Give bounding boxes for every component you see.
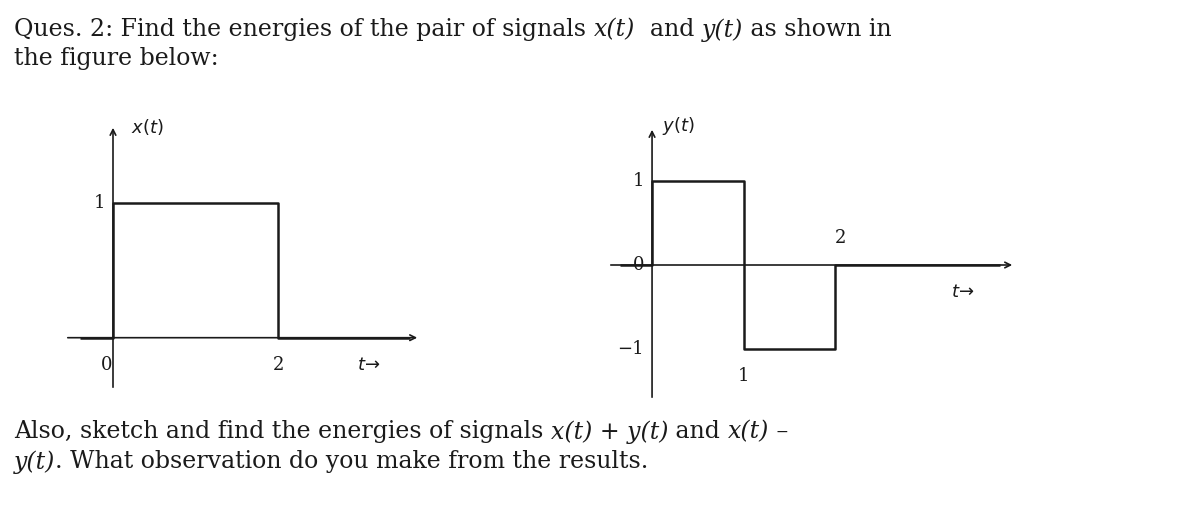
Text: 1: 1 <box>632 172 644 190</box>
Text: y(t): y(t) <box>14 450 55 474</box>
Text: –: – <box>769 420 788 443</box>
Text: and: and <box>635 18 702 41</box>
Text: −1: −1 <box>618 340 644 358</box>
Text: the figure below:: the figure below: <box>14 47 218 70</box>
Text: Also, sketch and find the energies of signals: Also, sketch and find the energies of si… <box>14 420 551 443</box>
Text: 2: 2 <box>834 229 846 247</box>
Text: x(t): x(t) <box>594 18 635 41</box>
Text: 0: 0 <box>632 256 644 274</box>
Text: x(t) + y(t): x(t) + y(t) <box>551 420 668 443</box>
Text: x(t): x(t) <box>727 420 769 443</box>
Text: 0: 0 <box>101 356 113 373</box>
Text: 2: 2 <box>272 356 283 373</box>
Text: . What observation do you make from the results.: . What observation do you make from the … <box>55 450 649 473</box>
Text: and: and <box>668 420 727 443</box>
Text: as shown in: as shown in <box>743 18 892 41</box>
Text: 1: 1 <box>94 194 106 211</box>
Text: $y(t)$: $y(t)$ <box>662 115 695 137</box>
Text: $t\!\rightarrow$: $t\!\rightarrow$ <box>356 356 380 373</box>
Text: Ques. 2: Find the energies of the pair of signals: Ques. 2: Find the energies of the pair o… <box>14 18 594 41</box>
Text: $t\!\rightarrow$: $t\!\rightarrow$ <box>952 283 976 301</box>
Text: $x(t)$: $x(t)$ <box>131 117 163 137</box>
Text: y(t): y(t) <box>702 18 743 42</box>
Text: 1: 1 <box>738 367 749 385</box>
